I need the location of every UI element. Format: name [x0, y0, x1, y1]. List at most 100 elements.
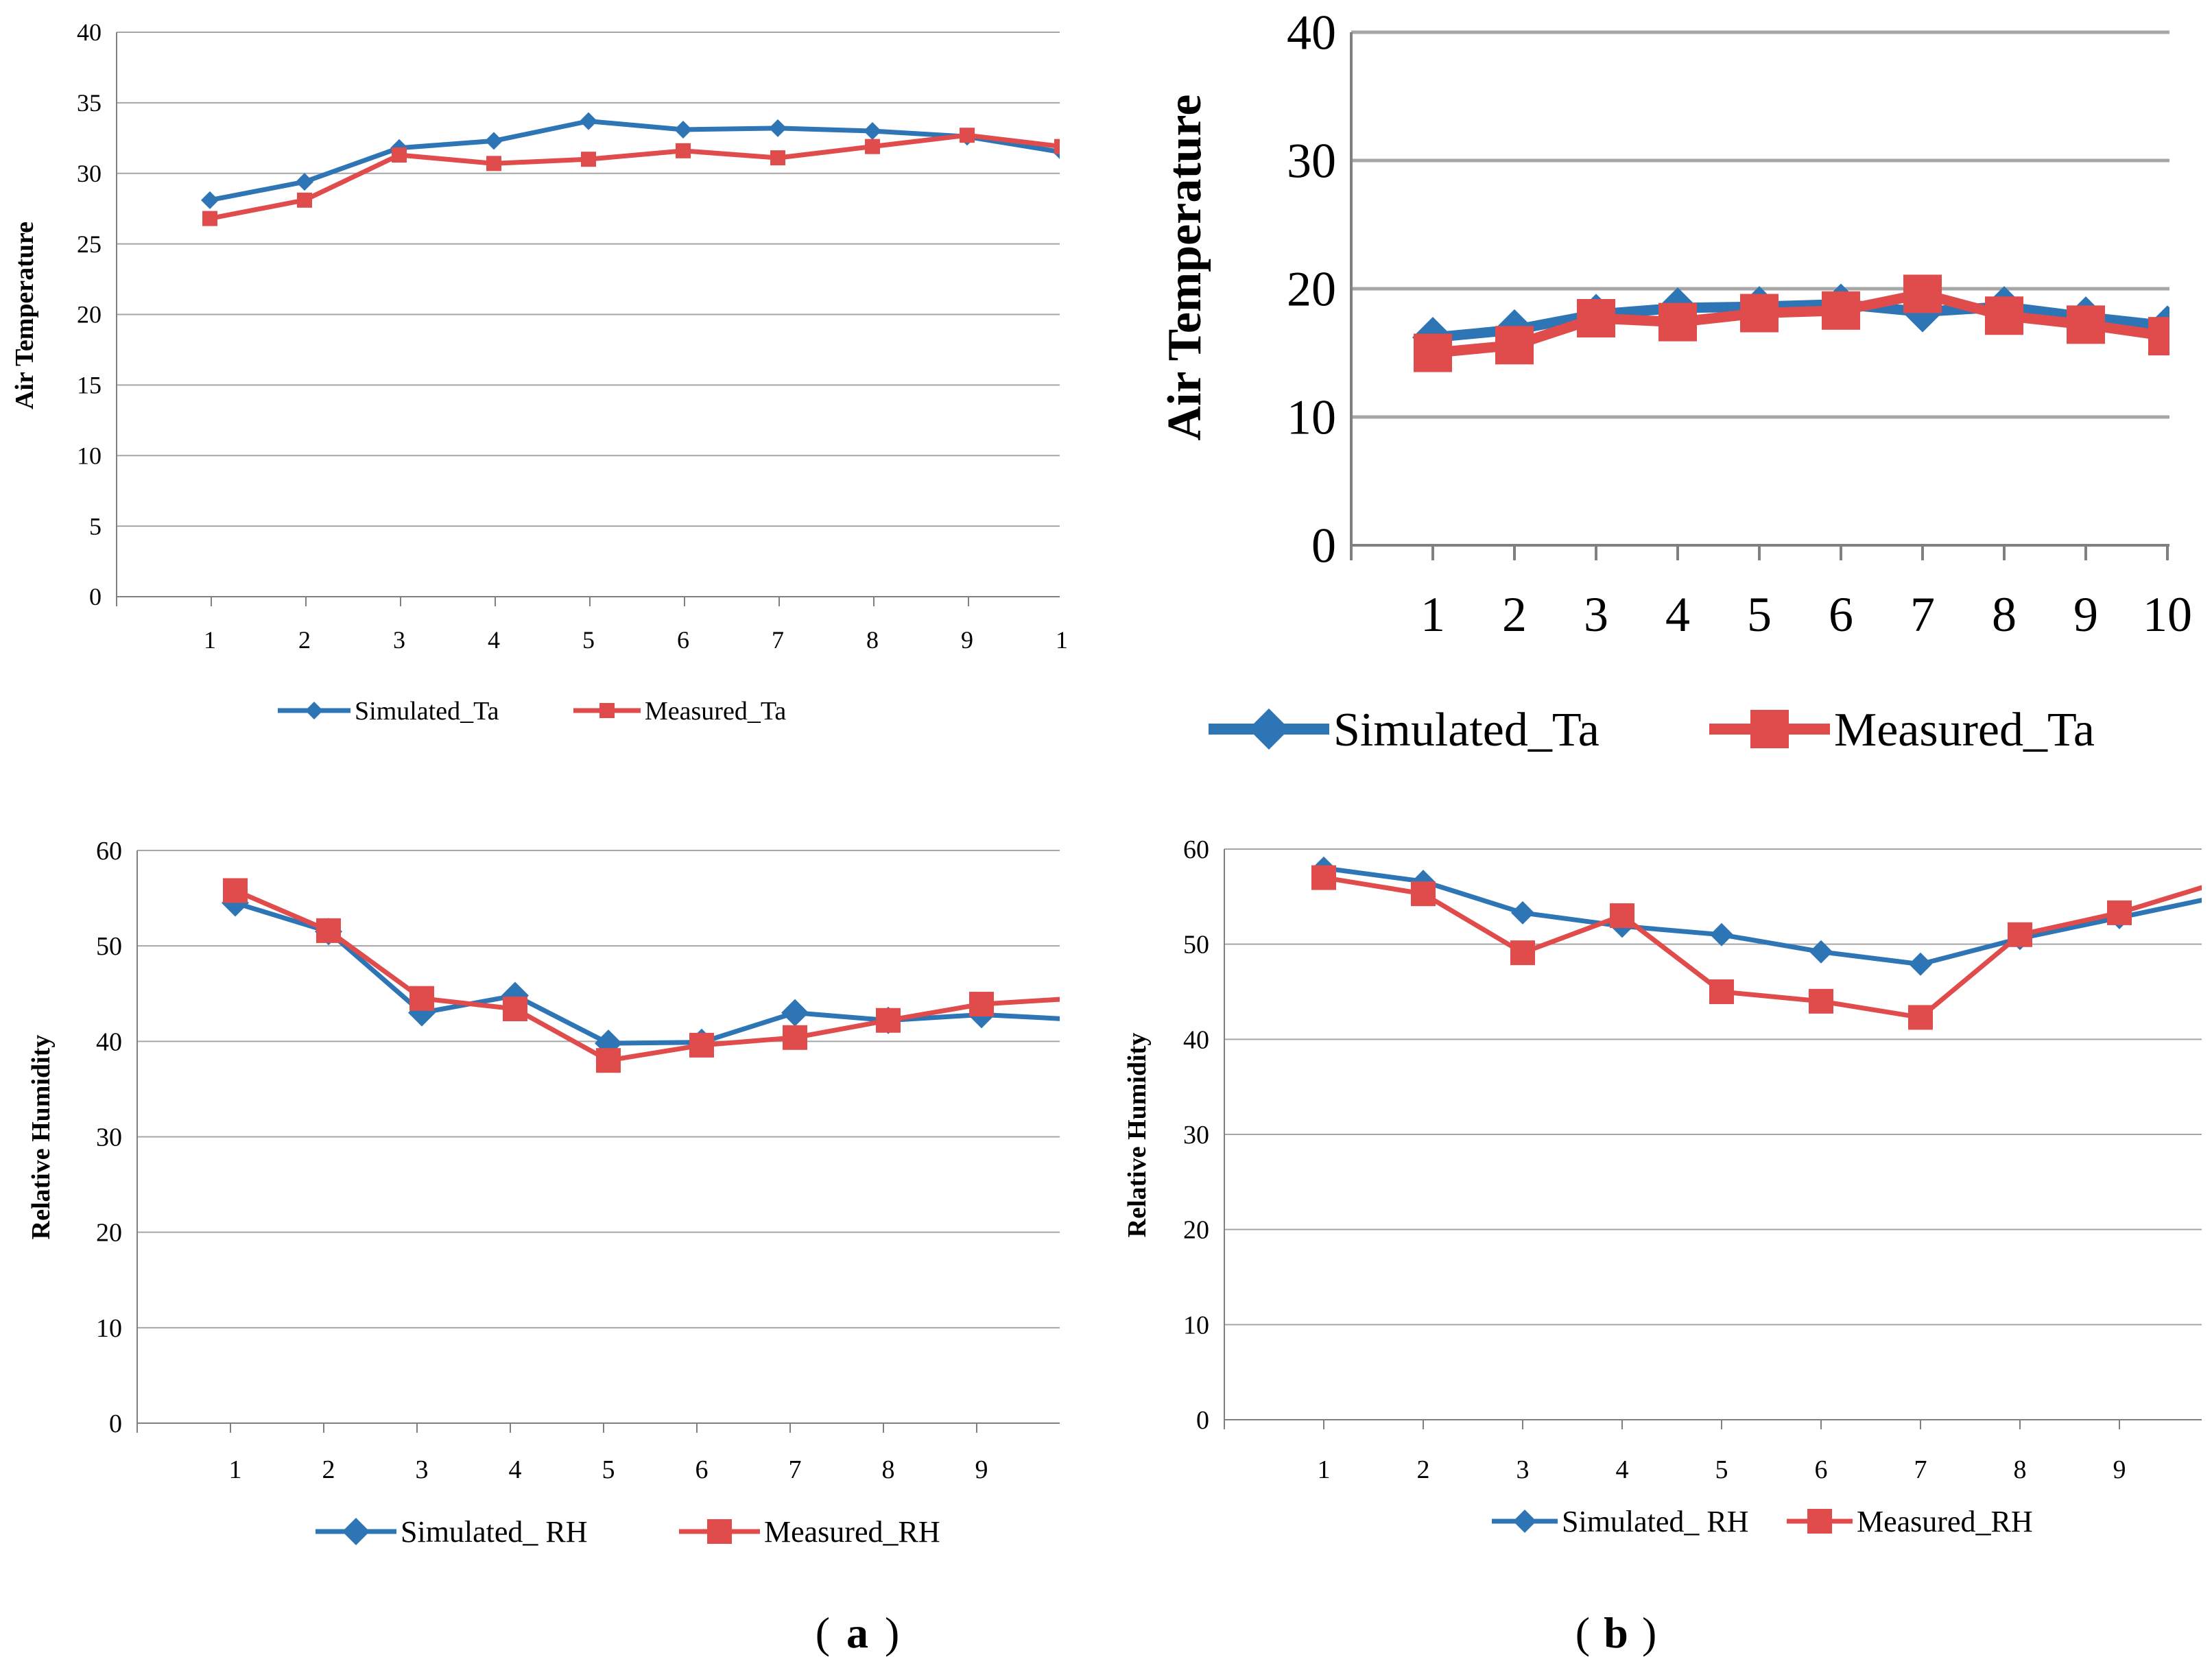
- legend-swatch-marker: [1513, 1510, 1536, 1533]
- data-point-simulated: [1809, 940, 1833, 964]
- data-point-measured: [2207, 870, 2212, 895]
- legend-label: Measured_Ta: [1834, 704, 2095, 756]
- data-point-measured: [1510, 940, 1535, 966]
- y-tick-label: 60: [1183, 835, 1209, 864]
- legend-swatch-marker: [707, 1519, 732, 1544]
- data-point-measured: [1658, 302, 1697, 342]
- x-tick-label: 2: [322, 1455, 335, 1484]
- panel-label-a-open: (: [816, 1608, 830, 1657]
- x-tick-label: 3: [1584, 587, 1608, 642]
- legend-label: Simulated_Ta: [355, 697, 499, 726]
- y-tick-label: 15: [77, 372, 102, 399]
- series-line-simulated: [207, 119, 1060, 203]
- x-tick-label: 6: [1829, 587, 1853, 642]
- data-point-measured: [316, 918, 341, 943]
- legend-swatch-marker: [1807, 1509, 1832, 1534]
- legend-label: Measured_RH: [764, 1515, 940, 1549]
- legend-swatch-marker: [342, 1518, 370, 1545]
- legend-item-simulated: Simulated_ RH: [316, 1515, 588, 1549]
- data-point-measured: [297, 192, 312, 208]
- x-tick-label: 1: [229, 1455, 242, 1484]
- x-tick-label: 7: [1910, 587, 1935, 642]
- data-point-simulated: [781, 999, 809, 1027]
- data-point-measured: [392, 147, 407, 163]
- panel-label-a-close: ): [885, 1608, 899, 1657]
- data-point-measured: [1062, 986, 1087, 1011]
- x-tick-label: 9: [961, 626, 973, 654]
- x-tick-label: 2: [298, 626, 311, 654]
- series-group: [201, 112, 1060, 226]
- chart-ta-b: 0 10 20 30 40 1 2 3 4 5 6 7 8 9 10 Air Temperature Simul…: [1158, 5, 2192, 756]
- data-point-measured: [1054, 139, 1060, 154]
- data-point-measured: [1414, 333, 1452, 372]
- y-tick-label: 50: [1183, 931, 1209, 960]
- x-tick-label: 8: [882, 1455, 895, 1484]
- data-point-measured: [1495, 326, 1534, 365]
- data-point-measured: [865, 139, 880, 154]
- x-tick-label: 4: [1616, 1455, 1629, 1484]
- y-tick-label: 0: [1196, 1406, 1209, 1435]
- data-point-measured: [876, 1008, 901, 1033]
- x-tick-label: 7: [789, 1455, 802, 1484]
- y-tick-label: 5: [89, 512, 102, 540]
- y-tick-label: 20: [96, 1219, 122, 1248]
- panel-label-b-open: (: [1575, 1608, 1590, 1657]
- legend-label: Simulated_ RH: [401, 1515, 588, 1549]
- y-tick-label: 30: [96, 1123, 122, 1152]
- data-point-simulated: [1511, 901, 1534, 925]
- data-point-measured: [676, 143, 691, 158]
- chart-ta-a: 0 5 10 15 20 25 30 35 40 1 2 3 4 5 6 7 8 9 1 Air Temperatur…: [10, 19, 1068, 726]
- series-line-measured: [1427, 288, 2169, 358]
- data-point-measured: [689, 1032, 714, 1058]
- x-tick-label: 5: [1747, 587, 1772, 642]
- x-tick-label: 8: [866, 626, 879, 654]
- panel-label-b: b: [1604, 1608, 1628, 1657]
- data-point-simulated: [201, 191, 219, 209]
- y-tick-label: 40: [1183, 1025, 1209, 1054]
- x-tick-label: 7: [772, 626, 784, 654]
- legend-item-simulated: Simulated_Ta: [1209, 704, 1599, 756]
- data-point-measured: [1809, 988, 1833, 1014]
- data-point-measured: [2008, 922, 2032, 947]
- data-point-simulated: [1061, 1005, 1089, 1033]
- data-point-measured: [202, 211, 217, 226]
- legend-item-measured: Measured_Ta: [1709, 704, 2095, 756]
- series-line-measured: [233, 887, 1060, 1063]
- y-tick-label: 50: [96, 932, 122, 961]
- x-tick-label: 5: [602, 1455, 615, 1484]
- data-point-simulated: [769, 119, 787, 137]
- panel-label-b-close: ): [1642, 1608, 1656, 1657]
- x-tick-label: 6: [695, 1455, 709, 1484]
- legend-swatch-marker: [305, 702, 323, 719]
- x-tick-label: 10: [2143, 587, 2192, 642]
- series-line-simulated: [1427, 298, 2169, 343]
- series-line-measured: [1321, 875, 2202, 1020]
- y-tick-label: 10: [1183, 1311, 1209, 1339]
- y-axis-title: Relative Humidity: [27, 1035, 56, 1240]
- data-point-measured: [1577, 299, 1615, 338]
- legend-item-simulated: Simulated_Ta: [278, 697, 499, 726]
- y-tick-label: 20: [1183, 1216, 1209, 1245]
- x-tick-label: 7: [1914, 1455, 1927, 1484]
- x-tick-label: 5: [582, 626, 595, 654]
- x-tick-label: 6: [677, 626, 689, 654]
- y-tick-label: 30: [77, 160, 102, 187]
- data-point-measured: [223, 878, 248, 903]
- x-tick-label: 1: [204, 626, 216, 654]
- y-tick-label: 40: [1287, 5, 1336, 60]
- y-tick-label: 40: [77, 19, 102, 46]
- x-tick-label: 1: [1318, 1455, 1331, 1484]
- x-tick-label: 1: [1056, 626, 1068, 654]
- x-tick-label: 3: [416, 1455, 429, 1484]
- panel-label-a: a: [846, 1608, 868, 1657]
- data-point-measured: [1610, 903, 1634, 929]
- data-point-measured: [1311, 865, 1336, 890]
- y-tick-label: 40: [96, 1027, 122, 1056]
- y-tick-label: 10: [96, 1314, 122, 1343]
- legend-item-measured: Measured_Ta: [573, 697, 786, 726]
- data-point-measured: [960, 128, 975, 143]
- x-tick-label: 8: [2014, 1455, 2027, 1484]
- chart-rh-b: 0 10 20 30 40 50 60 1 2 3 4 5 6 7 8 9 Relative Humidity S…: [1123, 835, 2212, 1538]
- legend-item-measured: Measured_RH: [679, 1515, 940, 1549]
- data-point-simulated: [580, 112, 597, 130]
